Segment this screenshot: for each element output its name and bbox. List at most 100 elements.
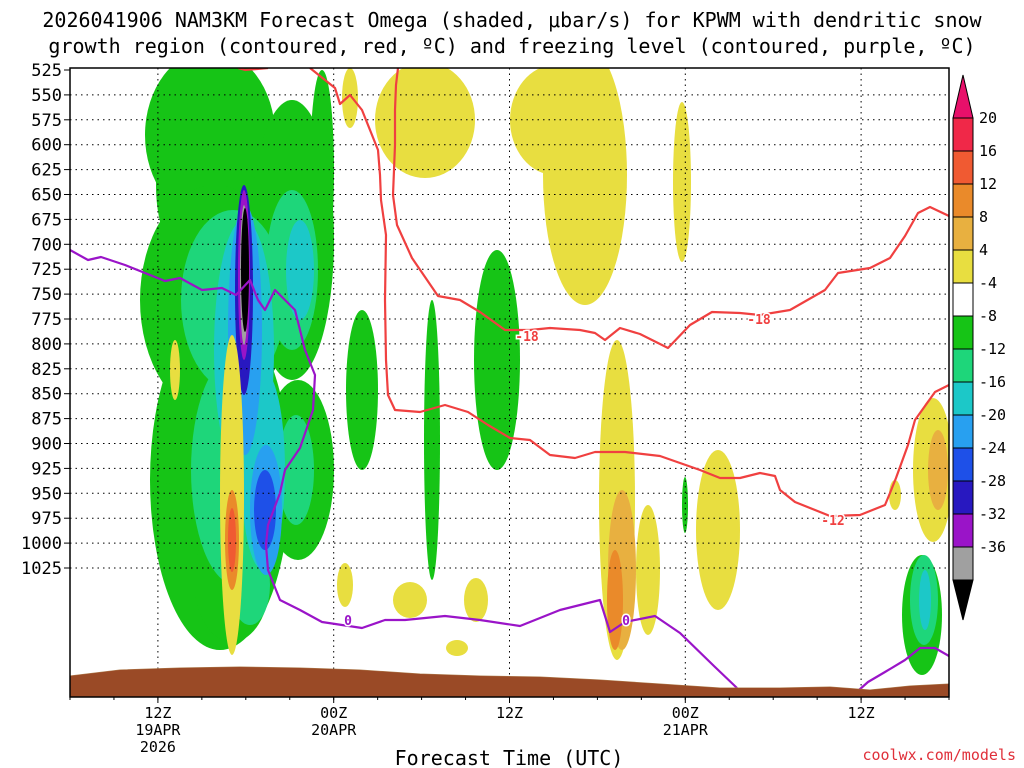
- pressure-tick-label: 1025: [21, 559, 62, 579]
- pressure-tick-label: 550: [31, 86, 62, 106]
- colorbar-segment: [952, 150, 974, 185]
- omega-shade-region: [375, 68, 475, 178]
- x-axis-title: Forecast Time (UTC): [395, 746, 624, 768]
- time-tick-label: 00Z: [320, 704, 347, 722]
- time-tick-label: 20APR: [311, 721, 357, 739]
- colorbar-level-label: -20: [979, 406, 1006, 424]
- omega-shade-region: [682, 477, 688, 533]
- omega-shade-region: [393, 582, 427, 618]
- omega-shade-region: [310, 70, 334, 270]
- terrain-shading: [70, 667, 949, 697]
- colorbar-level-label: 12: [979, 175, 997, 193]
- omega-shade-region: [170, 340, 180, 400]
- pressure-tick-label: 625: [31, 161, 62, 181]
- freezing-level-line: [858, 646, 949, 691]
- pressure-tick-label: 950: [31, 484, 62, 504]
- colorbar-segment: [952, 513, 974, 548]
- grid-layer: [70, 68, 949, 697]
- colorbar-level-label: -28: [979, 472, 1006, 490]
- omega-shade-region: [156, 483, 180, 567]
- colorbar-segment: [952, 282, 974, 317]
- time-tick-label: 2026: [140, 738, 176, 756]
- pressure-tick-label: 525: [31, 61, 62, 81]
- omega-shade-region: [346, 310, 378, 470]
- pressure-tick-label: 575: [31, 111, 62, 131]
- time-tick-label: 12Z: [848, 704, 875, 722]
- time-tick-label: 00Z: [672, 704, 699, 722]
- pressure-tick-label: 650: [31, 186, 62, 206]
- pressure-tick-label: 850: [31, 385, 62, 405]
- omega-shade-region: [696, 450, 740, 610]
- omega-shade-region: [286, 220, 314, 320]
- pressure-tick-label: 800: [31, 335, 62, 355]
- freezing-level-line: [70, 249, 738, 689]
- colorbar-segment: [952, 414, 974, 449]
- colorbar-level-label: 16: [979, 142, 997, 160]
- freezing-contour-label: 0: [622, 614, 630, 629]
- pressure-tick-label: 675: [31, 210, 62, 230]
- freezing-contour-label: 0: [344, 614, 352, 629]
- colorbar-level-label: 4: [979, 241, 988, 259]
- dgz-contour-line: [309, 68, 949, 518]
- time-tick-label: 21APR: [663, 721, 709, 739]
- omega-shade-region: [446, 640, 468, 656]
- colorbar-level-label: 8: [979, 208, 988, 226]
- pressure-tick-label: 1000: [21, 534, 62, 554]
- pressure-tick-label: 725: [31, 260, 62, 280]
- time-tick-label: 19APR: [135, 721, 181, 739]
- dgz-contour-label: -12: [821, 514, 844, 529]
- omega-shade-region: [156, 130, 188, 240]
- colorbar-level-label: 20: [979, 109, 997, 127]
- omega-shade-region: [228, 508, 236, 572]
- dgz-contour-label: -18: [515, 330, 539, 345]
- omega-shade-region: [928, 430, 948, 510]
- omega-shade-region: [607, 550, 623, 650]
- colorbar-segment: [952, 447, 974, 482]
- colorbar-segment: [952, 183, 974, 218]
- omega-shade-region: [241, 208, 249, 332]
- colorbar-level-label: -4: [979, 274, 997, 292]
- chart-title-line-2: growth region (contoured, red, ºC) and f…: [48, 34, 975, 58]
- pressure-tick-label: 925: [31, 459, 62, 479]
- pressure-tick-label: 775: [31, 310, 62, 330]
- omega-shading-layer: [140, 68, 949, 675]
- pressure-axis: 525 550 575 600 625 650 675 700 725 750 775 800 825 8…: [21, 61, 70, 579]
- pressure-tick-label: 600: [31, 136, 62, 156]
- colorbar-level-label: -32: [979, 505, 1006, 523]
- omega-shade-region: [474, 250, 520, 470]
- time-tick-label: 12Z: [496, 704, 523, 722]
- colorbar-level-label: -36: [979, 538, 1006, 556]
- omega-shade-region: [673, 102, 691, 262]
- contour-layer: -18 -18 -12 0 0: [70, 68, 949, 697]
- omega-shade-region: [919, 570, 931, 630]
- colorbar-bottom-arrow: [952, 579, 974, 621]
- pressure-tick-label: 975: [31, 509, 62, 529]
- omega-shade-region: [424, 300, 440, 580]
- omega-shade-region: [636, 505, 660, 635]
- omega-shade-region: [889, 480, 901, 510]
- colorbar-level-label: -24: [979, 439, 1006, 457]
- colorbar-level-label: -16: [979, 373, 1006, 391]
- omega-shade-region: [254, 470, 276, 550]
- omega-shade-region: [543, 68, 627, 305]
- pressure-tick-label: 700: [31, 235, 62, 255]
- omega-shade-region: [337, 563, 353, 607]
- colorbar-level-label: -8: [979, 307, 997, 325]
- colorbar-segment: [952, 315, 974, 350]
- omega-shade-region: [278, 415, 314, 525]
- colorbar-segment: [952, 480, 974, 515]
- credit-text: coolwx.com/models: [862, 746, 1016, 764]
- colorbar-top-arrow: [952, 74, 974, 119]
- colorbar-segment: [952, 381, 974, 416]
- omega-shade-region: [342, 68, 358, 128]
- colorbar-segment: [952, 249, 974, 284]
- colorbar: 20 16 12 8 4 -4 -8 -12 -16 -20 -24 -28 -32 -36: [952, 74, 1006, 621]
- colorbar-segment: [952, 546, 974, 581]
- colorbar-segment: [952, 117, 974, 152]
- colorbar-level-label: -12: [979, 340, 1006, 358]
- time-tick-label: 12Z: [144, 704, 171, 722]
- omega-shade-region: [464, 578, 488, 622]
- dgz-contour-line: [391, 68, 949, 350]
